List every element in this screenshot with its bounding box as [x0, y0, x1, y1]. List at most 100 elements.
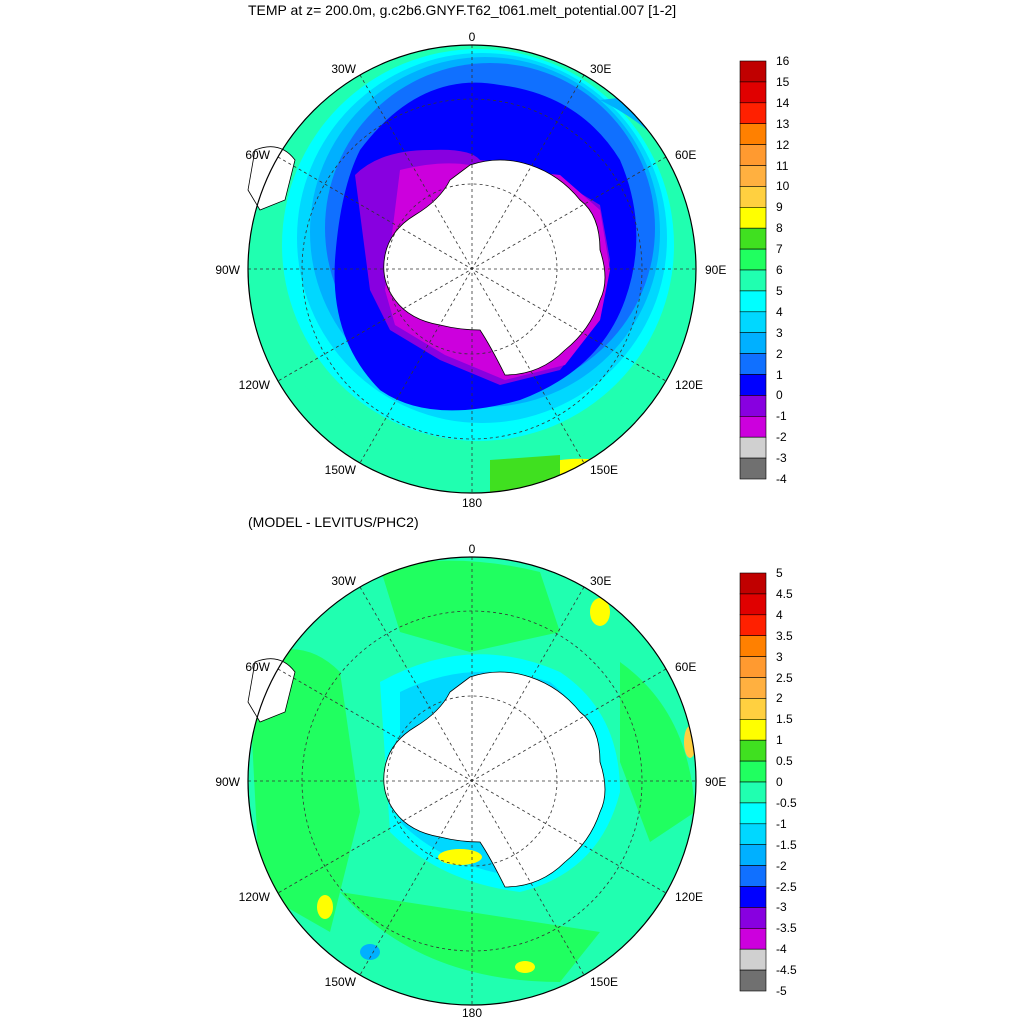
colorbar-swatch — [739, 907, 767, 929]
colorbar-swatch — [739, 614, 767, 636]
colorbar-label: 0 — [776, 388, 783, 403]
colorbar-label: -2.5 — [776, 879, 797, 894]
bottom-lon-label-30w: 30W — [331, 574, 356, 588]
colorbar-swatch — [739, 781, 767, 804]
colorbar-label: 7 — [776, 242, 783, 257]
colorbar-swatch — [739, 886, 767, 908]
colorbar-swatch — [739, 823, 767, 845]
top-graticule — [248, 45, 696, 493]
bottom-lon-label-60e: 60E — [675, 660, 697, 674]
colorbar-label: -5 — [776, 984, 787, 998]
colorbar-label: -3 — [776, 900, 787, 915]
bottom-antarctica — [383, 671, 606, 888]
colorbar-label: 1.5 — [776, 712, 793, 727]
bottom-blue-patch-1 — [360, 944, 380, 960]
bottom-lon-label-180: 180 — [461, 1006, 483, 1020]
top-lon-label-90w: 90W — [215, 263, 240, 277]
top-lon-label-30w: 30W — [331, 62, 356, 76]
colorbar-label: -1 — [776, 816, 787, 831]
colorbar-swatch — [739, 948, 767, 971]
colorbar-swatch — [739, 718, 767, 741]
bottom-map-border — [247, 556, 697, 1006]
colorbar-label: -1 — [776, 409, 787, 424]
colorbar-label: 4 — [776, 304, 783, 319]
colorbar-swatch — [739, 865, 767, 887]
bottom-lon-label-150w: 150W — [324, 975, 356, 989]
bottom-polar-map — [247, 556, 697, 1006]
colorbar-label: 3 — [776, 325, 783, 340]
top-lon-label-60e: 60E — [675, 148, 697, 162]
colorbar-label: 2.5 — [776, 670, 793, 685]
bottom-yellow-patch-4 — [515, 961, 535, 973]
colorbar-swatch — [739, 802, 767, 825]
colorbar-swatch — [739, 677, 767, 699]
bottom-lon-label-0: 0 — [468, 542, 476, 556]
bottom-lon-label-60w: 60W — [245, 660, 270, 674]
colorbar-swatch — [739, 698, 767, 720]
colorbar-label: -3 — [776, 451, 787, 466]
top-antarctica — [383, 159, 606, 376]
colorbar-swatch — [739, 593, 767, 616]
colorbar-swatch — [739, 927, 767, 950]
colorbar-swatch — [739, 969, 767, 992]
colorbar-swatch — [739, 635, 767, 657]
bottom-panel-title: (MODEL - LEVITUS/PHC2) — [248, 514, 419, 530]
colorbar-label: 12 — [776, 137, 790, 152]
colorbar-label: -2 — [776, 858, 787, 873]
top-lon-label-120e: 120E — [675, 378, 704, 392]
colorbar-label: 3.5 — [776, 628, 793, 643]
colorbar-label: -4 — [776, 472, 787, 486]
colorbar-label: 9 — [776, 200, 783, 215]
colorbar-label: -1.5 — [776, 837, 797, 852]
colorbar-label: 1 — [776, 733, 783, 748]
top-lon-label-120w: 120W — [238, 378, 270, 392]
colorbar-swatch — [739, 739, 767, 762]
bottom-lon-label-150e: 150E — [590, 975, 619, 989]
top-lon-label-60w: 60W — [245, 148, 270, 162]
bottom-lon-label-90e: 90E — [705, 775, 727, 789]
colorbar-label: 11 — [776, 158, 789, 173]
colorbar-label: -2 — [776, 430, 787, 445]
colorbar-label: -4.5 — [776, 963, 797, 978]
colorbar-label: 14 — [776, 95, 790, 110]
bottom-south-america — [247, 658, 296, 723]
colorbar-label: 0.5 — [776, 754, 793, 769]
colorbar-label: 8 — [776, 221, 783, 236]
colorbar-label: 2 — [776, 691, 783, 706]
bottom-yellow-patch-2 — [317, 895, 333, 919]
bottom-graticule — [248, 557, 696, 1005]
colorbar-label: 0 — [776, 775, 783, 789]
bottom-lon-label-120e: 120E — [675, 890, 704, 904]
bottom-green-south — [340, 892, 600, 982]
colorbar-swatch — [739, 457, 767, 480]
top-lon-label-0: 0 — [468, 30, 476, 44]
bottom-green-east — [620, 662, 695, 842]
colorbar-label: 10 — [776, 179, 790, 194]
bottom-lon-label-120w: 120W — [238, 890, 270, 904]
top-lon-label-150w: 150W — [324, 463, 356, 477]
colorbar-label: 4.5 — [776, 586, 793, 601]
bottom-lon-label-30e: 30E — [590, 574, 612, 588]
colorbar-label: 15 — [776, 74, 790, 89]
bottom-green-west — [248, 649, 360, 932]
colorbar-label: 3 — [776, 649, 783, 664]
top-south-america — [247, 146, 296, 211]
colorbar-label: 16 — [776, 54, 790, 68]
colorbar-label: 4 — [776, 607, 783, 622]
colorbar-label: -3.5 — [776, 921, 797, 936]
bottom-lon-label-90w: 90W — [215, 775, 240, 789]
colorbar-label: 13 — [776, 116, 790, 131]
colorbar-label: 5 — [776, 566, 783, 580]
top-map-border — [247, 44, 697, 494]
bottom-yellow-patch-3 — [590, 598, 610, 626]
bottom-green-north — [380, 560, 560, 652]
colorbar-swatch — [739, 656, 767, 678]
colorbar-label: -0.5 — [776, 795, 797, 810]
colorbar-label: 5 — [776, 283, 783, 298]
colorbar-label: 6 — [776, 263, 783, 277]
top-lon-label-90e: 90E — [705, 263, 727, 277]
colorbar-swatch — [739, 760, 767, 783]
colorbar-swatch — [739, 572, 767, 595]
top-lon-label-30e: 30E — [590, 62, 612, 76]
